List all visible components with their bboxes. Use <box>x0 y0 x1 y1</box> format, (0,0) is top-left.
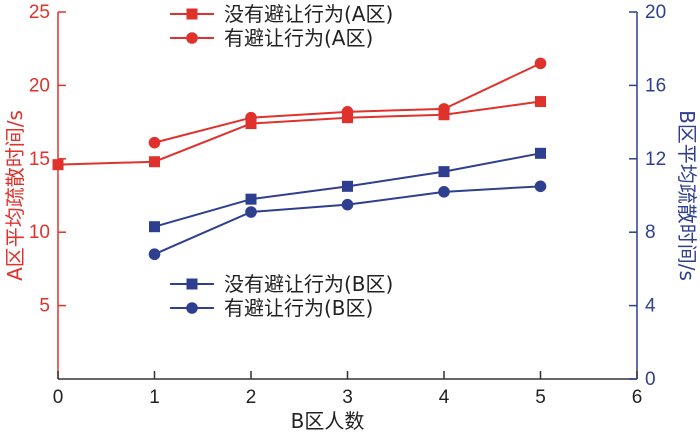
series-1-point <box>438 109 450 121</box>
right-y-tick-label: 8 <box>645 222 656 243</box>
series-3-point <box>245 193 257 205</box>
legend-marker <box>186 8 198 20</box>
right-y-axis-title: B区平均疏散时间/s <box>675 110 699 281</box>
series-1-point <box>342 112 353 124</box>
series-1-point <box>245 118 257 130</box>
right-y-tick-label: 4 <box>645 296 656 317</box>
x-tick-label: 5 <box>535 387 546 408</box>
series-4-point <box>148 248 161 261</box>
left-y-tick-label: 20 <box>29 75 50 96</box>
left-y-tick-label: 5 <box>39 296 50 317</box>
legend-label: 没有避让行为(A区) <box>224 2 393 26</box>
x-tick-label: 6 <box>632 387 643 408</box>
series-1-point <box>149 156 160 168</box>
x-axis-title: B区人数 <box>291 409 365 433</box>
series-2-point <box>148 136 161 149</box>
series-line-2 <box>154 62 541 144</box>
right-y-tick-label: 12 <box>645 149 666 170</box>
series-2-point <box>438 103 450 115</box>
legend-marker <box>186 278 198 290</box>
legend-label: 没有避让行为(B区) <box>224 272 393 296</box>
series-4-point <box>341 198 354 211</box>
left-y-tick-label: 10 <box>29 222 50 243</box>
series-2-point <box>245 111 257 124</box>
left-y-tick-label: 15 <box>29 149 50 170</box>
x-tick-label: 4 <box>439 387 450 408</box>
x-tick-label: 0 <box>53 387 64 408</box>
series-4-point <box>245 206 257 218</box>
series-4-point <box>438 186 450 198</box>
series-1-point <box>52 159 64 171</box>
x-tick-label: 3 <box>342 387 353 408</box>
series-3-point <box>149 221 160 233</box>
right-y-tick-label: 20 <box>645 2 666 23</box>
legend-marker <box>186 32 198 44</box>
series-2-point <box>534 57 547 70</box>
series-line-1 <box>57 100 541 166</box>
left-y-axis-title: A区平均疏散时间/s <box>3 110 27 281</box>
series-4-point <box>534 180 547 193</box>
x-tick-label: 2 <box>246 387 257 408</box>
series-3-point <box>535 147 546 159</box>
series-3-point <box>342 180 353 192</box>
legend-marker <box>186 302 198 314</box>
series-3-point <box>438 166 450 178</box>
left-y-tick-label: 25 <box>29 2 50 23</box>
series-line-4 <box>154 185 541 256</box>
series-1-point <box>535 96 546 108</box>
x-tick-label: 1 <box>149 387 160 408</box>
right-y-tick-label: 0 <box>645 369 656 390</box>
legend-label: 有避让行为(A区) <box>224 26 373 50</box>
right-y-tick-label: 16 <box>645 75 666 96</box>
legend-label: 有避让行为(B区) <box>224 296 373 320</box>
series-2-point <box>341 106 354 118</box>
